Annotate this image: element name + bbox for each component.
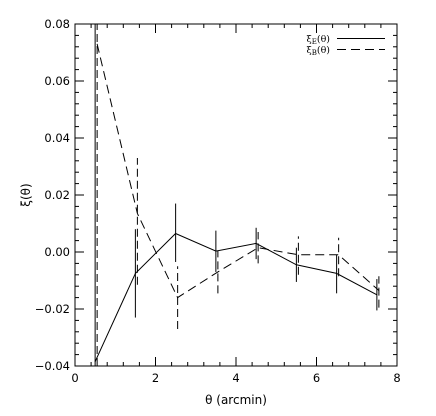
x-tick-label: 2 [152,371,159,385]
x-axis-ticks: 0 2 4 6 8 [71,24,401,385]
y-tick-label: 0.06 [44,74,70,88]
y-tick-label: −0.04 [35,359,70,373]
y-tick-label: 0.04 [44,131,70,145]
legend-label: ξB(θ) [306,45,330,57]
legend: ξE(θ)ξB(θ) [306,34,385,57]
y-tick-label: 0.00 [44,245,70,259]
x-tick-label: 6 [313,371,320,385]
y-axis-ticks: −0.04 −0.02 0.00 0.02 0.04 0.06 0.08 [35,17,397,373]
x-tick-label: 8 [393,371,400,385]
legend-label: ξE(θ) [307,34,331,46]
y-tick-label: −0.02 [35,302,70,316]
plot-frame [74,23,398,367]
errorbar-layer [94,24,380,366]
x-tick-label: 4 [232,371,239,385]
y-tick-label: 0.08 [44,17,70,31]
y-axis-label: ξ(θ) [19,183,33,206]
series-layer [94,43,380,362]
x-tick-label: 0 [71,371,78,385]
axes-frame [74,23,398,367]
x-axis-label: θ (arcmin) [205,393,267,407]
y-tick-label: 0.02 [44,188,70,202]
series-line-b-mode [96,43,380,299]
series-line-e-mode [94,232,378,362]
